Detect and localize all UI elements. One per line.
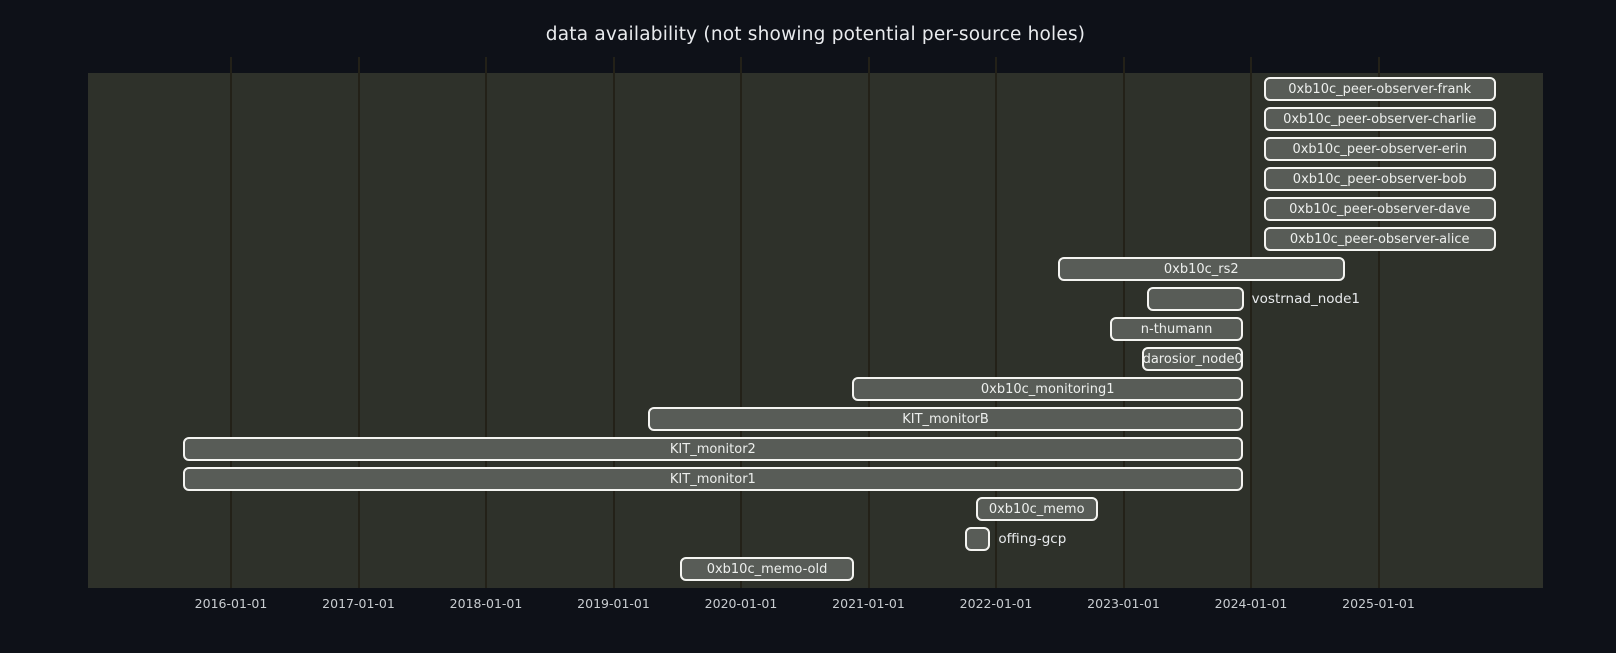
bar-label: darosior_node0 [1142,351,1243,367]
x-tick-label: 2021-01-01 [832,596,905,611]
availability-bar: 0xb10c_memo [975,497,1098,521]
x-tick-label: 2023-01-01 [1087,596,1160,611]
bar-label: KIT_monitorB [902,411,989,427]
bar-label: KIT_monitor2 [669,441,756,457]
bar-label: 0xb10c_peer-observer-dave [1289,201,1471,217]
availability-bar: 0xb10c_rs2 [1057,257,1345,281]
bar-label: 0xb10c_memo [988,501,1085,517]
availability-bar: 0xb10c_peer-observer-charlie [1263,107,1496,131]
year-gridline [612,57,615,588]
availability-bar: 0xb10c_peer-observer-bob [1263,167,1496,191]
year-gridline [1250,57,1252,588]
bar-label: 0xb10c_peer-observer-charlie [1283,111,1477,127]
bar-label: n-thumann [1140,321,1213,337]
bar-label: 0xb10c_peer-observer-bob [1292,171,1467,187]
x-tick-label: 2024-01-01 [1214,596,1288,611]
bar-label: 0xb10c_peer-observer-frank [1288,81,1472,97]
bar-label-outside: vostrnad_node1 [1251,291,1360,307]
availability-bar: 0xb10c_memo-old [680,557,854,581]
year-gridline [1377,57,1380,588]
bar-label-outside: offing-gcp [998,531,1067,547]
availability-bar: 0xb10c_peer-observer-dave [1263,197,1496,221]
availability-bar: 0xb10c_peer-observer-alice [1263,227,1496,251]
year-gridline [485,57,487,588]
x-tick-label: 2017-01-01 [322,596,395,611]
availability-bar: 0xb10c_monitoring1 [852,377,1243,401]
year-gridline [995,57,997,588]
bar-label: 0xb10c_memo-old [706,561,828,577]
availability-bar: KIT_monitor1 [182,467,1243,491]
availability-bar: 0xb10c_peer-observer-frank [1263,77,1496,101]
bar-label: 0xb10c_monitoring1 [980,381,1115,397]
availability-bar [964,527,991,551]
chart-title: data availability (not showing potential… [545,24,1086,45]
availability-bar: darosior_node0 [1142,347,1243,371]
bar-label: 0xb10c_peer-observer-alice [1289,231,1470,247]
year-gridline [867,57,870,588]
availability-bar [1147,287,1244,311]
x-tick-label: 2025-01-01 [1342,596,1415,611]
x-tick-label: 2020-01-01 [704,596,778,611]
year-gridline [740,57,742,588]
x-tick-label: 2019-01-01 [577,596,650,611]
availability-bar: KIT_monitorB [648,407,1243,431]
availability-bar: 0xb10c_peer-observer-erin [1263,137,1496,161]
x-tick-label: 2022-01-01 [959,596,1033,611]
bar-label: 0xb10c_peer-observer-erin [1292,141,1467,157]
bar-label: 0xb10c_rs2 [1163,261,1239,277]
year-gridline [357,57,360,588]
availability-bar: KIT_monitor2 [182,437,1243,461]
bar-label: KIT_monitor1 [669,471,756,487]
year-gridline [230,57,232,588]
x-tick-label: 2018-01-01 [449,596,523,611]
x-tick-label: 2016-01-01 [194,596,268,611]
availability-bar: n-thumann [1110,317,1243,341]
